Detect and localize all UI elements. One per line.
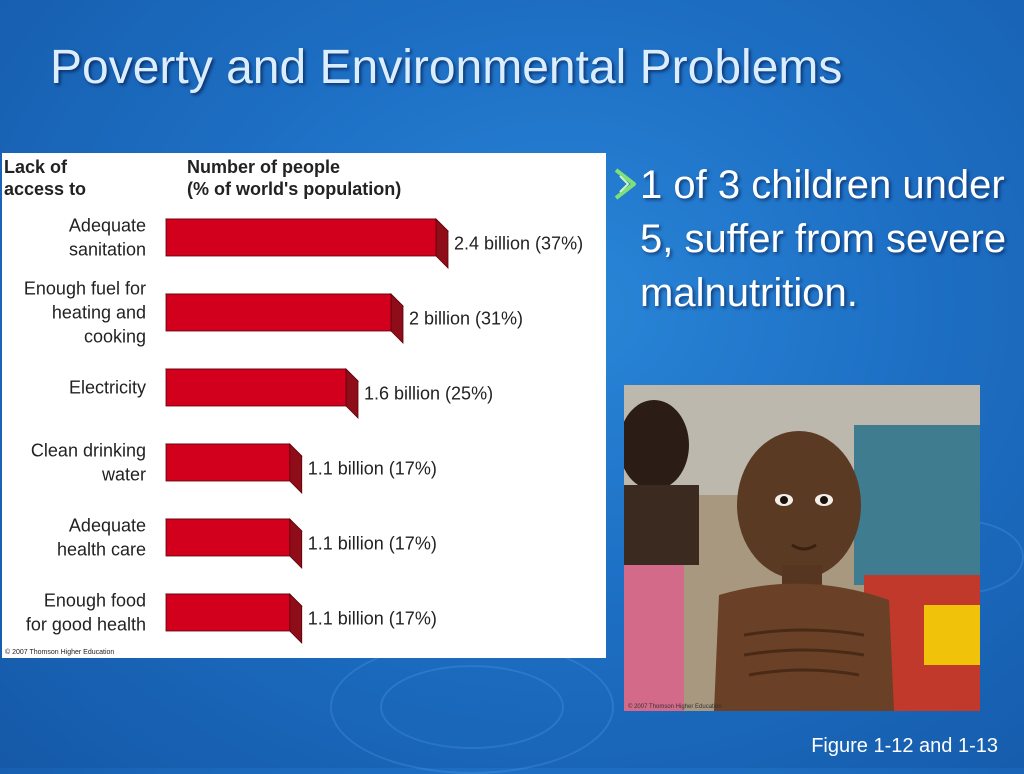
value-label: 1.6 billion (25%) [364,384,493,404]
bar-side-face [289,518,303,569]
bar-side-face [289,443,303,494]
category-label: Adequate health care [57,516,146,560]
slide-title: Poverty and Environmental Problems [50,41,843,94]
category-label: Clean drinking water [31,441,146,485]
chart-header-right: Number of people (% of world's population… [187,157,401,199]
value-label: 1.1 billion (17%) [308,459,437,479]
category-label: Enough food for good health [26,591,146,635]
bar [165,293,392,332]
bar-side-face [435,218,449,269]
value-label: 1.1 billion (17%) [308,609,437,629]
photo-credit: © 2007 Thomson Higher Education [628,704,722,710]
bar [165,518,291,557]
arrow-bullet-icon [614,168,636,200]
figure-reference: Figure 1-12 and 1-13 [811,735,998,757]
bar [165,593,291,632]
value-label: 2.4 billion (37%) [454,234,583,254]
bar-chart: Lack of access to Number of people (% of wo… [4,157,583,656]
category-label: Electricity [69,378,146,398]
chart-panel: Lack of access to Number of people (% of wo… [2,153,606,658]
category-label: Adequate sanitation [69,216,146,260]
value-label: 1.1 billion (17%) [308,534,437,554]
bar-side-face [289,593,303,644]
chart-header-left: Lack of access to [4,157,86,199]
background-ripple [380,665,564,749]
bar [165,443,291,482]
value-label: 2 billion (31%) [409,309,523,329]
bar-side-face [390,293,404,344]
category-label: Enough fuel for heating and cooking [24,279,146,347]
bullet-text: 1 of 3 children under 5, suffer from sev… [640,163,1007,315]
bullet-item: 1 of 3 children under 5, suffer from sev… [612,158,1012,320]
bar [165,218,437,257]
bar [165,368,347,407]
bar-side-face [345,368,359,419]
chart-copyright: © 2007 Thomson Higher Education [5,648,114,656]
malnourished-child-photo: © 2007 Thomson Higher Education [624,385,980,711]
